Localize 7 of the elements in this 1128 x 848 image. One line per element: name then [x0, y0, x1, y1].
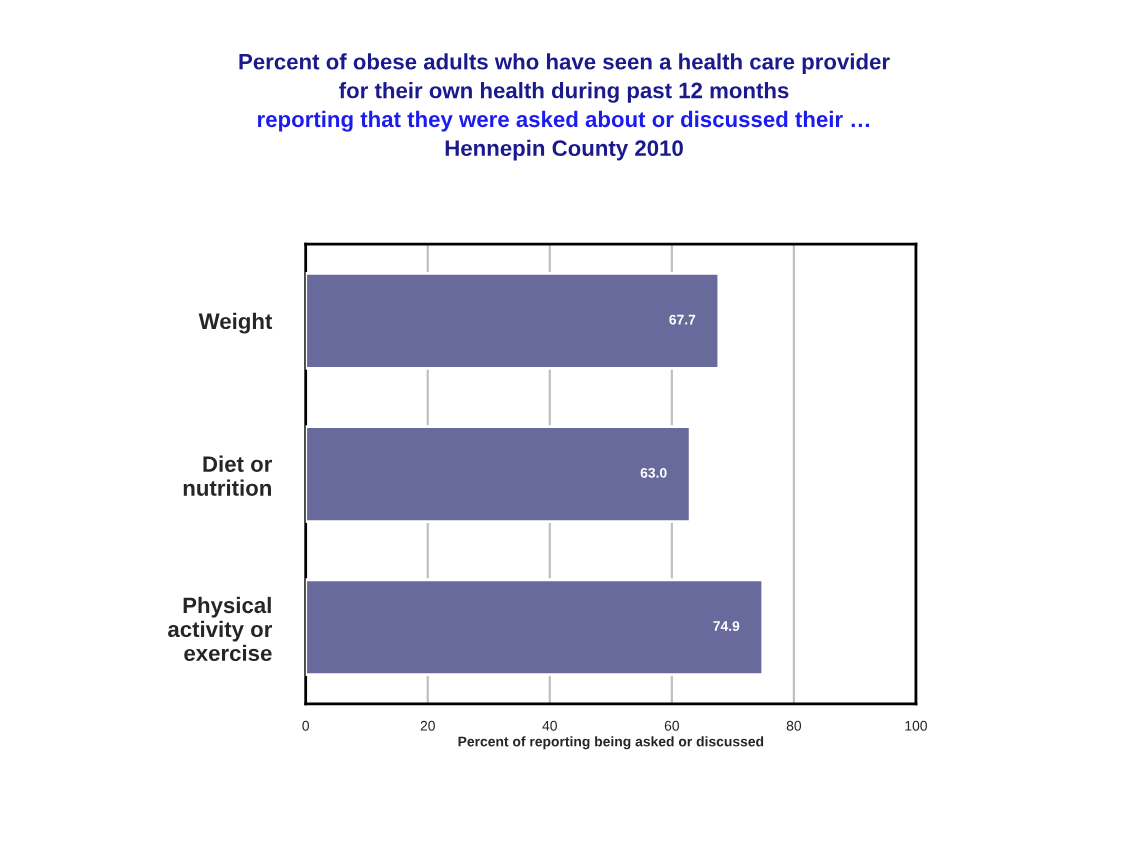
bar — [305, 578, 765, 677]
chart-title: Percent of obese adults who have seen a health care provider for their own health during past 12 months reporting that they were asked about or discussed their … Hennepin County 2010 — [239, 53, 890, 161]
y-tick-label: Physical activity or exercise — [168, 596, 273, 662]
bar — [305, 271, 721, 370]
bar — [305, 425, 692, 523]
y-tick-label: Weight — [198, 312, 273, 334]
y-tick-label: Diet or nutrition — [183, 455, 273, 496]
